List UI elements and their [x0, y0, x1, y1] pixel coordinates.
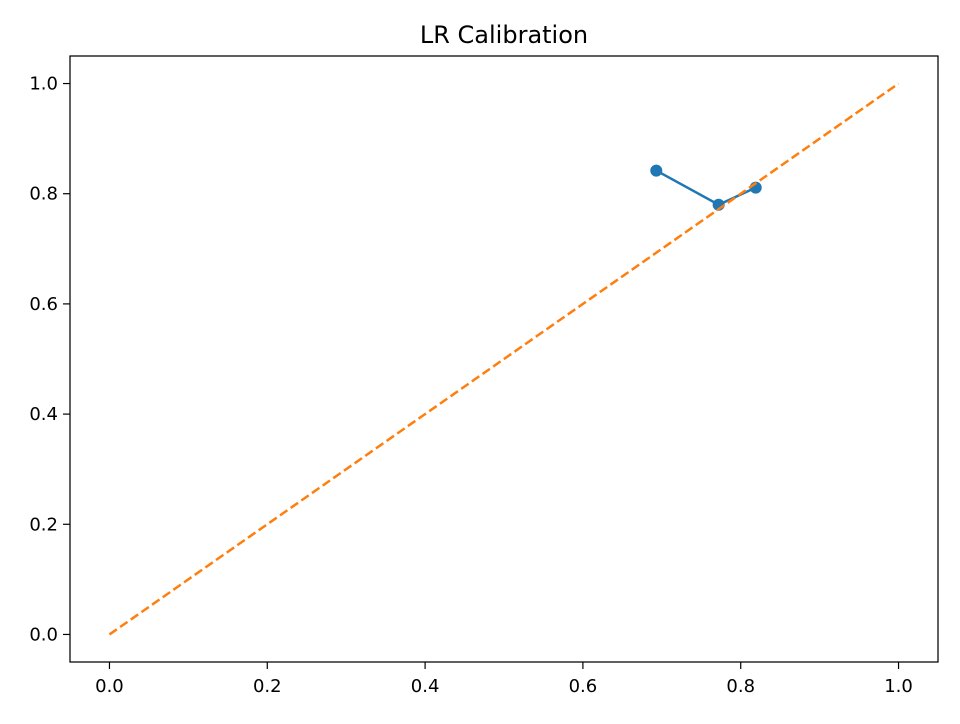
chart-title: LR Calibration	[420, 21, 588, 49]
x-tick-label: 0.0	[95, 676, 124, 697]
x-tick-label: 0.8	[726, 676, 755, 697]
x-tick-label: 0.2	[253, 676, 282, 697]
y-tick-label: 0.2	[29, 514, 58, 535]
calibration-point	[650, 164, 663, 177]
plot-area	[108, 82, 900, 636]
x-tick-label: 1.0	[884, 676, 913, 697]
x-axis: 0.0 0.2 0.4 0.6 0.8 1.0	[95, 662, 913, 697]
reference-diagonal-line	[108, 82, 900, 636]
x-tick-label: 0.4	[411, 676, 440, 697]
y-tick-label: 0.4	[29, 404, 58, 425]
y-axis: 0.0 0.2 0.4 0.6 0.8 1.0	[29, 74, 70, 645]
x-tick-label: 0.6	[569, 676, 598, 697]
plot-frame	[69, 55, 939, 663]
y-tick-label: 0.8	[29, 184, 58, 205]
y-tick-label: 0.6	[29, 294, 58, 315]
y-tick-label: 0.0	[29, 624, 58, 645]
y-tick-label: 1.0	[29, 74, 58, 95]
